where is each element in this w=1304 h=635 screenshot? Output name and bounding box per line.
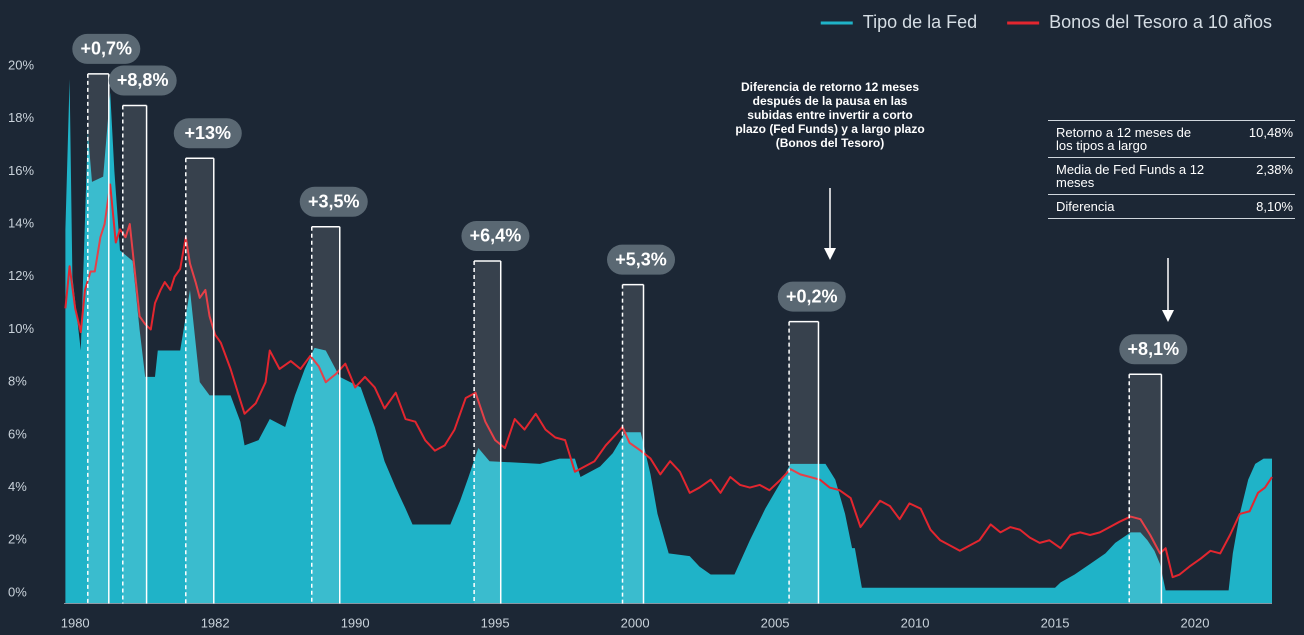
y-tick-label: 14%	[8, 216, 34, 231]
table-cell: 10,48%	[1248, 125, 1293, 140]
pill-label: +5,3%	[615, 249, 667, 269]
pill	[173, 118, 242, 149]
pause-window	[789, 321, 819, 604]
y-tick-label: 12%	[8, 268, 34, 283]
treasury-line	[64, 183, 1273, 579]
table-cell: Media de Fed Funds a 12 meses	[1056, 162, 1205, 190]
table-cell: Retorno a 12 meses de los tipos a largo	[1056, 125, 1192, 153]
pause-window	[311, 226, 340, 604]
pause-window	[185, 158, 214, 604]
pause-window	[122, 105, 147, 604]
table-row: Retorno a 12 meses de los tipos a largo 1…	[1048, 120, 1295, 157]
pill-label: +8,1%	[1128, 339, 1180, 359]
y-tick-label: 20%	[8, 57, 34, 72]
x-tick-label: 1990	[341, 615, 370, 630]
y-tick-label: 8%	[8, 374, 27, 389]
pause-window	[87, 73, 109, 604]
table: Retorno a 12 meses de los tipos a largo 1…	[1048, 120, 1295, 219]
y-tick-label: 16%	[8, 163, 34, 178]
pill	[72, 33, 141, 64]
y-tick-label: 4%	[8, 479, 27, 494]
pill-label: +3,5%	[308, 191, 360, 211]
pill-label: +0,2%	[786, 286, 838, 306]
table-cell: 2,38%	[1256, 162, 1293, 177]
x-tick-label: 2015	[1041, 615, 1070, 630]
y-tick-label: 0%	[8, 584, 27, 599]
fed-area	[65, 79, 1272, 604]
legend-label: Tipo de la Fed	[863, 12, 977, 32]
x-tick-label: 2010	[901, 615, 930, 630]
y-tick-label: 18%	[8, 110, 34, 125]
arrow-head	[1162, 310, 1174, 322]
arrow-head	[824, 248, 836, 260]
x-tick-label: 2005	[761, 615, 790, 630]
pill-label: +0,7%	[81, 39, 133, 59]
pill	[777, 281, 846, 312]
pill-label: +6,4%	[470, 226, 522, 246]
pause-window	[474, 260, 501, 604]
pause-window	[622, 284, 644, 604]
table-row: Media de Fed Funds a 12 meses 2,38%	[1048, 157, 1295, 194]
x-tick-label: 1980	[61, 615, 90, 630]
pill	[461, 220, 530, 251]
note: Diferencia de retorno 12 meses después d…	[735, 80, 925, 150]
pill	[108, 65, 177, 96]
legend-label: Bonos del Tesoro a 10 años	[1049, 12, 1272, 32]
y-tick-label: 10%	[8, 321, 34, 336]
x-tick-label: 1982	[201, 615, 230, 630]
table-cell: Diferencia	[1056, 199, 1115, 214]
pill	[299, 186, 368, 217]
x-tick-label: 2020	[1181, 615, 1210, 630]
pause-window	[1129, 374, 1162, 604]
table-row: Diferencia 8,10%	[1048, 194, 1295, 219]
y-tick-label: 6%	[8, 426, 27, 441]
pill	[607, 244, 676, 275]
pill-label: +8,8%	[117, 70, 169, 90]
x-tick-label: 1995	[481, 615, 510, 630]
table-cell: 8,10%	[1256, 199, 1293, 214]
pill	[1119, 334, 1188, 365]
y-tick-label: 2%	[8, 532, 27, 547]
x-tick-label: 2000	[621, 615, 650, 630]
pill-label: +13%	[185, 123, 232, 143]
